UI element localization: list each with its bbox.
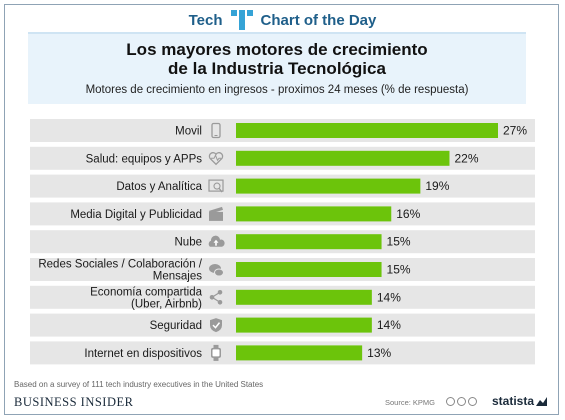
category-label: Datos y Analítica [116,181,202,193]
bar [236,206,392,222]
brand-chart-of-day-label: Chart of the Day [260,11,377,29]
business-insider-logo: BUSINESS INSIDER [14,395,134,409]
category-label-line: (Uber, Airbnb) [131,298,202,310]
chart-title-line-2: de la Industria Tecnológica [168,59,386,78]
bar [236,178,421,194]
category-label: Salud: equipos y APPs [86,153,203,165]
category-label: Movil [175,126,202,138]
bar [236,123,498,138]
category-label: Nube [175,237,203,249]
value-label: 15% [387,263,411,277]
value-label: 27% [503,124,527,138]
brand-bar: Tech Chart of the Day [5,5,560,35]
cloud-upload-icon [208,235,225,247]
value-label: 15% [387,235,411,249]
by-icon [457,397,466,406]
brand-tech-label: Tech [188,11,223,29]
clapperboard-icon [209,206,223,221]
bar [236,345,363,361]
chart-subtitle: Motores de crecimiento en ingresos - pro… [85,84,469,96]
bar [236,234,382,250]
value-label: 19% [425,179,449,193]
heartbeat-icon [208,152,224,166]
chat-bubbles-icon [209,264,224,277]
title-box: Los mayores motores de crecimiento de la… [28,32,526,104]
statista-icon [536,397,547,406]
cc-icon [446,397,455,406]
source-label: Source: KPMG [385,398,436,407]
bar [236,150,450,166]
shield-check-icon [210,318,222,333]
bar [236,262,382,277]
category-label: Media Digital y Publicidad [70,209,202,221]
value-label: 22% [454,151,478,165]
category-label-line: Redes Sociales / Colaboración / [38,259,202,271]
analytics-icon [208,179,224,193]
chart-frame: Tech Chart of the Day [4,4,559,415]
share-icon [209,290,223,305]
category-label: Redes Sociales / Colaboración / Mensajes [38,259,202,283]
value-label: 14% [377,318,401,332]
bar [236,317,372,333]
value-label: 14% [377,290,401,304]
brand-logo-icon [230,10,253,30]
category-label: Internet en dispositivos [84,348,202,360]
value-label: 16% [396,207,420,221]
category-label-line: Economía compartida [90,286,202,298]
chart-title: Los mayores motores de crecimiento de la… [28,40,526,78]
survey-note: Based on a survey of 111 tech industry e… [14,380,264,389]
nd-icon [468,397,477,406]
category-label: Economía compartida (Uber, Airbnb) [90,286,202,310]
category-label-line: Mensajes [153,271,202,283]
smartwatch-icon [211,344,221,361]
phone-icon [211,122,221,139]
value-label: 13% [367,346,391,360]
category-label: Seguridad [150,320,202,332]
chart-title-line-1: Los mayores motores de crecimiento [126,40,428,59]
bar [236,289,372,305]
statista-logo: statista [492,394,535,408]
